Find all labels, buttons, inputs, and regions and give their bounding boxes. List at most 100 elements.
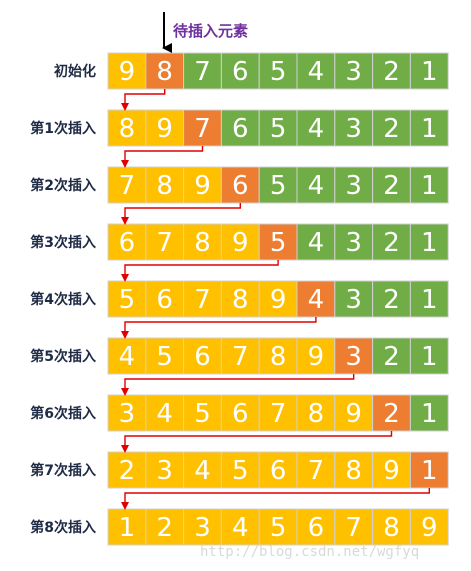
insert-arrow [121,203,241,225]
cell-value: 6 [232,114,249,144]
array-cell [334,223,374,261]
array-cell [258,508,298,546]
array-cell [220,280,260,318]
cell-value: 8 [383,513,400,543]
cell-value: 4 [308,114,325,144]
array-cell [258,337,298,375]
sort-row: 第1次插入 8 9 7 6 5 4 3 2 1 [30,109,449,147]
array-cell [145,508,185,546]
array-cell [145,166,185,204]
cell-value: 7 [119,171,136,201]
cell-value: 6 [119,228,136,258]
cell-value: 6 [308,513,325,543]
row-label: 第5次插入 [30,348,96,365]
array-cell [296,508,336,546]
array-cell [145,394,185,432]
cell-value: 4 [232,513,249,543]
cell-value: 8 [270,342,287,372]
cell-value: 1 [421,399,438,429]
cell-value: 8 [194,228,211,258]
cell-value: 2 [383,285,400,315]
cell-value: 7 [232,342,249,372]
insert-arrow [121,317,317,339]
array-cell [183,52,222,90]
array-cell [107,223,147,261]
pointer-label: 待插入元素 [173,22,248,40]
cell-value: 2 [156,513,173,543]
cell-value: 9 [270,285,287,315]
array-cell [183,394,222,432]
cell-value: 4 [194,456,211,486]
array-cell [107,508,147,546]
insert-arrow [121,89,166,111]
cell-value: 9 [232,228,249,258]
cell-value: 2 [383,114,400,144]
sort-row: 第6次插入 3 4 5 6 7 8 9 2 1 [30,394,449,432]
array-cell [334,166,374,204]
cell-value: 9 [308,342,325,372]
cell-value: 1 [421,228,438,258]
cell-value: 9 [421,513,438,543]
sort-row: 第2次插入 7 8 9 6 5 4 3 2 1 [30,166,449,204]
insert-arrow [121,431,393,453]
row-label: 第4次插入 [30,291,96,308]
row-label: 第3次插入 [30,234,96,251]
cell-value: 4 [119,342,136,372]
array-cell [220,166,260,204]
row-label: 第1次插入 [30,120,96,137]
array-cell [145,223,185,261]
cell-value: 2 [119,456,136,486]
cell-value: 5 [270,228,287,258]
cell-value: 1 [421,456,438,486]
cell-value: 8 [156,57,173,87]
array-cell [372,223,411,261]
array-cell [145,280,185,318]
array-cell [183,508,222,546]
cell-value: 1 [421,285,438,315]
cell-value: 5 [232,456,249,486]
cell-value: 6 [232,399,249,429]
array-cell [334,109,374,147]
cell-value: 8 [119,114,136,144]
array-cell [107,394,147,432]
arrows-layer [121,89,430,510]
watermark: http://blog.csdn.net/wgfyq [200,544,419,560]
array-cell [220,451,260,489]
sort-row: 第5次插入 4 5 6 7 8 9 3 2 1 [30,337,449,375]
cell-value: 5 [270,171,287,201]
array-cell [372,337,411,375]
cell-value: 2 [383,342,400,372]
array-cell [334,451,374,489]
insert-arrow [121,374,355,396]
array-cell [183,109,222,147]
cell-value: 1 [421,57,438,87]
array-cell [107,109,147,147]
array-cell [258,166,298,204]
sort-row: 第7次插入 2 3 4 5 6 7 8 9 1 [30,451,449,489]
cell-value: 3 [345,57,362,87]
cell-value: 2 [383,57,400,87]
cell-value: 7 [156,228,173,258]
pointer-layer: 待插入元素 [162,12,248,53]
cell-value: 4 [308,285,325,315]
array-cell [107,166,147,204]
array-cell [258,109,298,147]
row-label: 第2次插入 [30,177,96,194]
cell-value: 8 [156,171,173,201]
row-label: 第7次插入 [30,462,96,479]
cell-value: 4 [308,228,325,258]
array-cell [220,508,260,546]
sort-row: 初始化 9 8 7 6 5 4 3 2 1 [54,52,449,90]
array-cell [372,109,411,147]
array-cell [296,52,336,90]
array-cell [409,166,449,204]
cell-value: 1 [421,114,438,144]
array-cell [258,52,298,90]
array-cell [258,280,298,318]
array-cell [296,451,336,489]
cell-value: 9 [156,114,173,144]
cell-value: 9 [194,171,211,201]
cell-value: 7 [270,399,287,429]
cell-value: 4 [308,171,325,201]
